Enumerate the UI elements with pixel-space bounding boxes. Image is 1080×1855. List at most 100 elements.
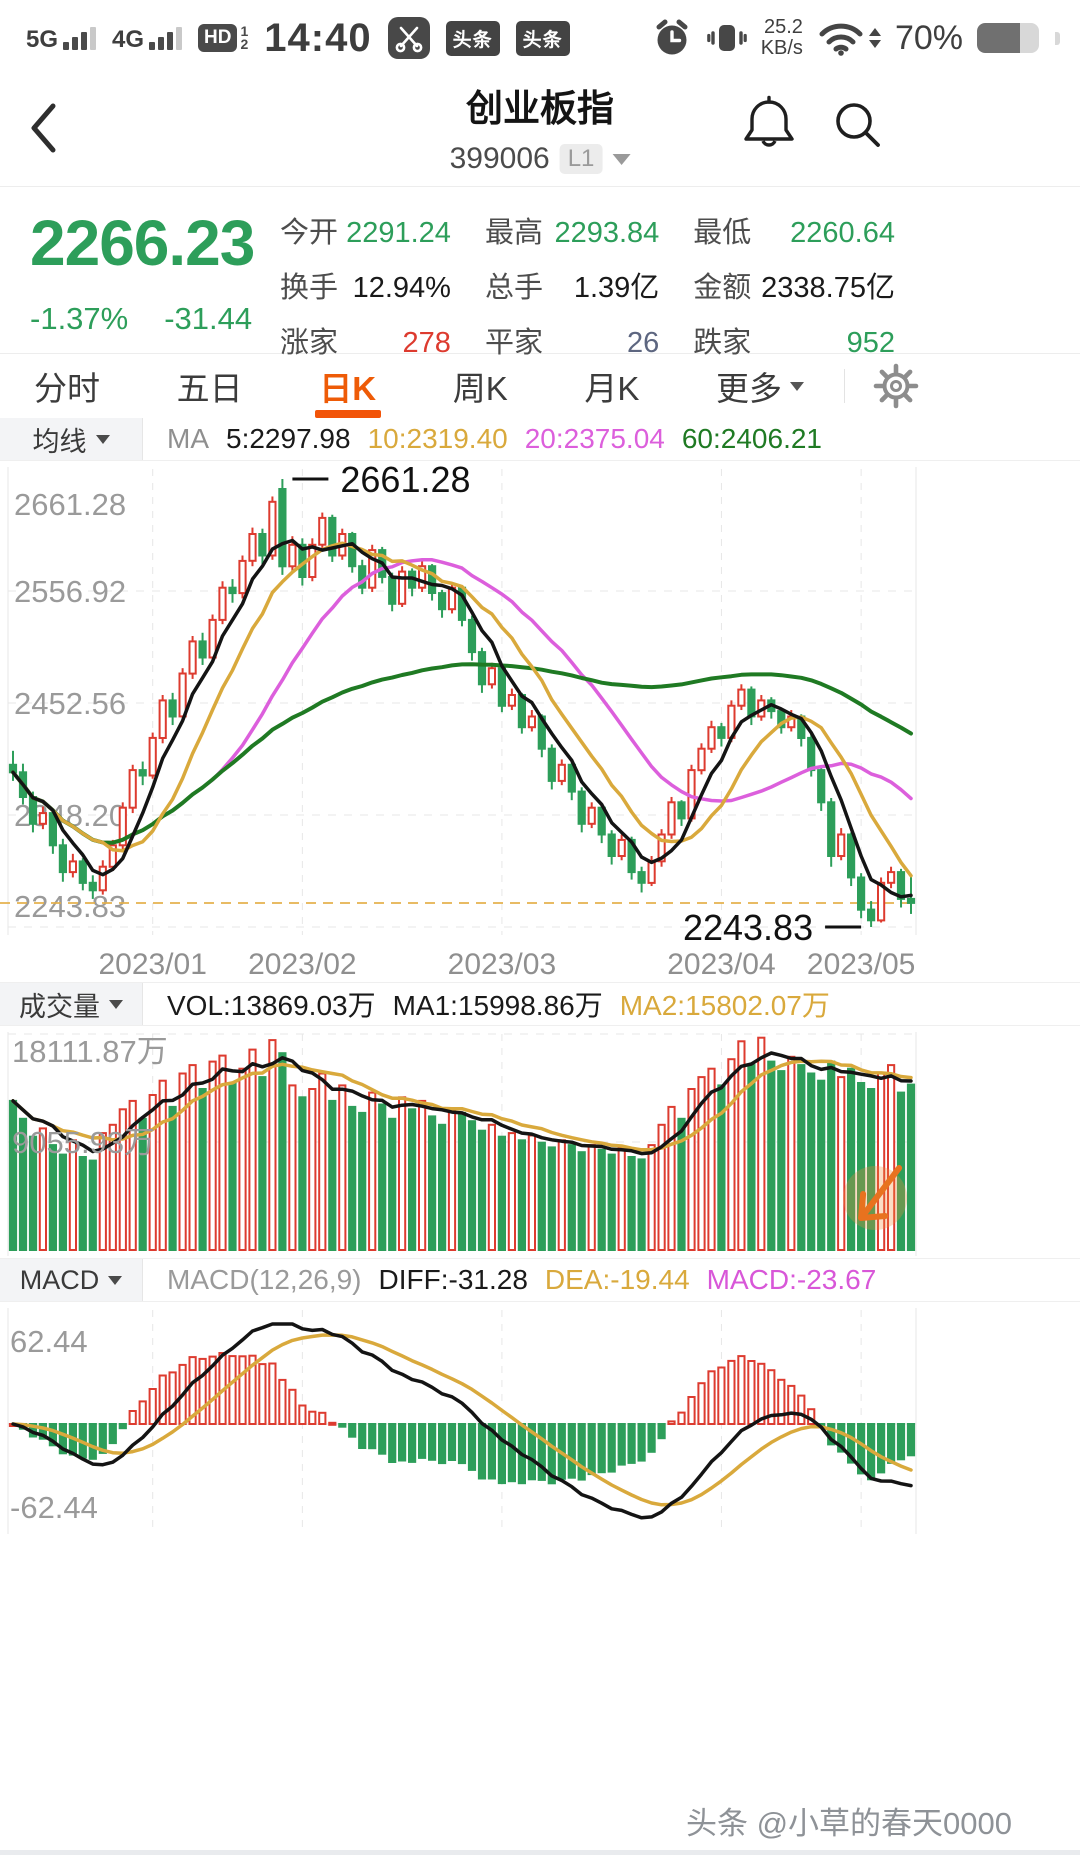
period-tab-bar: 分时 五日 日K 周K 月K 更多 — [0, 354, 1080, 418]
quote-stat-1: 最高 2293.84 — [484, 217, 660, 249]
vibrate-icon — [706, 18, 747, 58]
legend-item: 20:2375.04 — [524, 423, 665, 454]
svg-text:-62.44: -62.44 — [10, 1490, 98, 1525]
chevron-down-icon — [790, 381, 804, 391]
bottom-edge — [0, 1850, 1080, 1855]
ma-selector[interactable]: 均线 — [0, 418, 143, 460]
battery-percent: 70% — [894, 18, 963, 57]
clock-time: 14:40 — [264, 15, 372, 60]
quote-panel: 2266.23 -1.37% -31.44 今开 2291.24 最高 2293.84… — [0, 187, 1080, 359]
divider — [844, 369, 845, 403]
footer: 头条 @小草的春天0000 — [0, 1546, 1080, 1855]
toutiao-badge-2: 头条 — [515, 20, 570, 56]
quote-stat-6: 涨家 278 — [280, 327, 451, 359]
back-button[interactable] — [22, 98, 66, 158]
network-label-4g: 4G — [112, 25, 145, 53]
volume-chart[interactable]: 18111.87万 9055.93万 — [0, 1026, 1080, 1258]
legend-item: MA2:15802.07万 — [619, 990, 830, 1021]
last-price: 2266.23 — [30, 207, 255, 279]
svg-text:2243.83: 2243.83 — [683, 907, 813, 946]
battery-icon — [977, 23, 1039, 53]
active-tab-underline — [314, 410, 381, 418]
svg-text:18111.87万: 18111.87万 — [12, 1034, 168, 1069]
legend-item: MA — [167, 423, 209, 454]
tab-list: 分时 五日 日K 周K 月K 更多 — [34, 354, 804, 418]
page-title: 创业板指 — [466, 88, 614, 129]
legend-item: MA1:15998.86万 — [392, 990, 603, 1021]
svg-text:2556.92: 2556.92 — [14, 574, 126, 609]
quote-stat-2: 最低 2260.64 — [693, 217, 895, 249]
chevron-down-icon — [109, 999, 123, 1009]
svg-text:2661.28: 2661.28 — [340, 461, 470, 500]
tab-日K[interactable]: 日K — [314, 354, 381, 418]
tab-周K[interactable]: 周K — [452, 370, 508, 407]
legend-item: DEA:-19.44 — [544, 1264, 690, 1295]
scissors-app-icon — [387, 17, 430, 59]
quote-stat-0: 今开 2291.24 — [280, 217, 451, 249]
chevron-down-icon — [95, 434, 110, 444]
svg-text:62.44: 62.44 — [10, 1324, 88, 1359]
quote-stat-3: 换手 12.94% — [280, 272, 451, 304]
stock-code: 399006 — [449, 142, 550, 175]
search-icon — [836, 103, 880, 147]
svg-text:2661.28: 2661.28 — [14, 487, 126, 522]
toutiao-badge: 头条 — [445, 20, 500, 56]
legend-item: 60:2406.21 — [681, 423, 822, 454]
chevron-down-icon — [612, 153, 631, 165]
svg-text:9055.93万: 9055.93万 — [12, 1125, 155, 1160]
tab-分时[interactable]: 分时 — [34, 370, 100, 407]
wifi-icon — [817, 19, 881, 57]
candlestick-chart[interactable]: 2661.28 2556.92 2452.56 2348.20 2243.83 2661.… — [0, 461, 1080, 946]
macd-legend-row: MACD MACD(12,26,9) DIFF:-31.28 DEA:-19.44 M… — [0, 1258, 1080, 1302]
bell-icon — [744, 95, 794, 147]
change-value: -31.44 — [164, 301, 253, 336]
quote-stat-8: 跌家 952 — [693, 327, 895, 359]
arrow-annotation — [843, 1165, 908, 1230]
network-speed: 25.2 KB/s — [760, 16, 803, 59]
volume-legend-row: 成交量 VOL:13869.03万 MA1:15998.86万 MA2:15802.… — [0, 982, 1080, 1026]
x-axis-label: 2023/03 — [447, 948, 557, 981]
legend-item: VOL:13869.03万 — [167, 990, 376, 1021]
legend-item: DIFF:-31.28 — [378, 1264, 528, 1295]
tab-更多[interactable]: 更多 — [716, 354, 804, 418]
svg-text:2243.83: 2243.83 — [14, 889, 126, 924]
volume-legend-items: VOL:13869.03万 MA1:15998.86万 MA2:15802.07万 — [167, 984, 830, 1024]
svg-text:2452.56: 2452.56 — [14, 686, 126, 721]
macd-chart[interactable]: 62.44 -62.44 — [0, 1302, 1080, 1546]
search-button[interactable] — [828, 94, 886, 156]
signal-icon-4g: 4G — [112, 25, 183, 53]
quote-stat-7: 平家 26 — [484, 327, 660, 359]
quote-stats: 今开 2291.24 最高 2293.84 最低 2260.64 换手 12.94% 总手 1.3… — [280, 209, 895, 361]
divider — [0, 353, 1080, 354]
ma-legend-row: 均线 MA 5:2297.98 10:2319.40 20:2375.04 60:240… — [0, 418, 1080, 461]
tab-月K[interactable]: 月K — [584, 370, 640, 407]
ma-legend-items: MA 5:2297.98 10:2319.40 20:2375.04 60:2406.2… — [167, 423, 822, 455]
settings-button[interactable] — [871, 361, 921, 411]
signal-icon-5g: 5G — [26, 25, 97, 53]
change-percent: -1.37% — [30, 301, 129, 336]
macd-legend-items: MACD(12,26,9) DIFF:-31.28 DEA:-19.44 MACD:-… — [167, 1264, 876, 1296]
divider — [0, 186, 1080, 187]
chevron-down-icon — [108, 1275, 123, 1285]
volume-selector[interactable]: 成交量 — [0, 983, 143, 1025]
code-selector[interactable]: 399006 L1 — [450, 142, 631, 176]
legend-item: 5:2297.98 — [226, 423, 351, 454]
quote-stat-4: 总手 1.39亿 — [484, 272, 660, 304]
macd-selector[interactable]: MACD — [0, 1259, 143, 1301]
x-axis-label: 2023/04 — [667, 948, 776, 981]
quote-level-badge: L1 — [559, 144, 603, 174]
x-axis-label: 2023/05 — [806, 948, 916, 981]
tab-五日[interactable]: 五日 — [176, 370, 243, 407]
notification-button[interactable] — [740, 94, 798, 156]
gear-icon — [873, 363, 919, 409]
x-axis: 2023/01 2023/02 2023/03 2023/04 2023/05 — [0, 946, 1080, 982]
back-icon — [31, 103, 56, 153]
alarm-icon — [651, 17, 693, 59]
legend-item: MACD:-23.67 — [706, 1264, 877, 1295]
quote-stat-5: 金额 2338.75亿 — [693, 272, 895, 304]
header: 创业板指 399006 L1 — [0, 70, 1080, 186]
network-label-5g: 5G — [26, 25, 59, 53]
